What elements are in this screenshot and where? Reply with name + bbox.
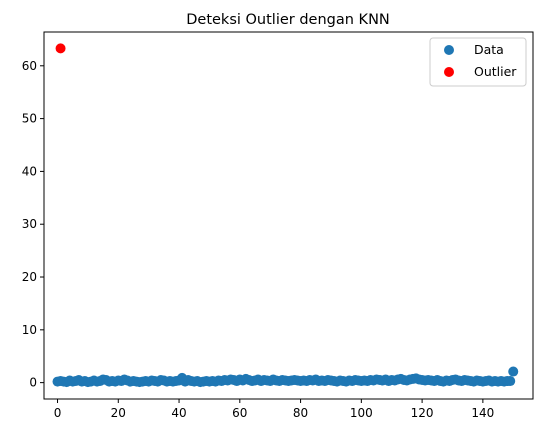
data-point-outlier-0 [55, 43, 66, 54]
x-tick-label-60: 60 [232, 406, 247, 420]
plot-area: 0 20 40 60 80 100 120 140 0 10 20 30 40 50 60 [22, 43, 519, 420]
x-tick-label-140: 140 [471, 406, 494, 420]
x-tick-label-120: 120 [411, 406, 434, 420]
x-tick-label-40: 40 [171, 406, 186, 420]
x-tick-label-20: 20 [111, 406, 126, 420]
y-tick-label-0: 0 [29, 376, 37, 390]
legend-label-data: Data [474, 42, 504, 57]
data-point-data-150 [508, 366, 519, 377]
legend-label-outlier: Outlier [474, 64, 517, 79]
legend-marker-data [444, 45, 454, 55]
y-tick-label-60: 60 [22, 59, 37, 73]
chart-title: Deteksi Outlier dengan KNN [186, 12, 390, 28]
y-tick-label-40: 40 [22, 164, 37, 178]
y-tick-label-50: 50 [22, 112, 37, 126]
x-tick-label-100: 100 [350, 406, 373, 420]
x-tick-label-80: 80 [293, 406, 308, 420]
y-tick-label-10: 10 [22, 323, 37, 337]
y-tick-label-20: 20 [22, 270, 37, 284]
data-point-data-149 [505, 376, 516, 387]
axes-frame [43, 31, 534, 400]
series-outlier [55, 43, 66, 54]
y-tick-label-30: 30 [22, 217, 37, 231]
x-tick-label-0: 0 [54, 406, 62, 420]
legend-marker-outlier [444, 67, 454, 77]
series-data [52, 366, 519, 388]
legend: Data Outlier [429, 37, 527, 87]
